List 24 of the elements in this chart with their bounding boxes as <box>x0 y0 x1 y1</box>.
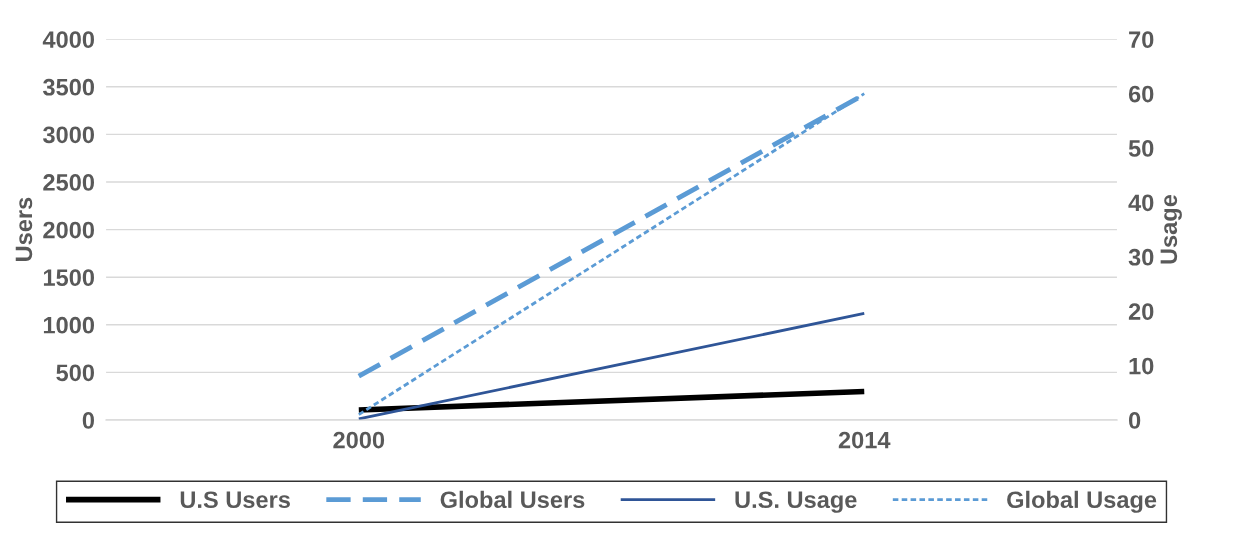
y-tick-label: 1500 <box>43 269 95 286</box>
legend-label: Global Usage <box>1007 490 1157 513</box>
y-tick-label: 1000 <box>43 316 95 334</box>
y2-tick-label: 50 <box>1128 140 1154 157</box>
y2-tick-label: 40 <box>1128 194 1154 212</box>
y-axis-title: Users <box>15 197 33 261</box>
x-tick-label: 2014 <box>838 431 891 449</box>
legend-label: Global Users <box>440 490 585 509</box>
y-tick-label: 3000 <box>42 126 95 144</box>
y2-tick-label: 20 <box>1128 303 1154 320</box>
legend-label: U.S. Usage <box>735 491 857 513</box>
y2-tick-label: 30 <box>1128 248 1154 266</box>
legend-label: U.S Users <box>180 491 290 509</box>
y-tick-label: 2500 <box>43 174 95 191</box>
y2-tick-label: 0 <box>1129 412 1141 429</box>
y-tick-label: 4000 <box>42 31 95 48</box>
y2-axis-title: Usage <box>1160 194 1182 264</box>
y-tick-label: 0 <box>82 412 94 429</box>
y-tick-label: 2000 <box>43 221 95 239</box>
y-tick-label: 500 <box>56 364 95 382</box>
y2-tick-label: 10 <box>1129 357 1154 375</box>
y-tick-label: 3500 <box>42 78 95 96</box>
y2-tick-label: 60 <box>1128 85 1154 103</box>
y2-tick-label: 70 <box>1129 31 1154 48</box>
